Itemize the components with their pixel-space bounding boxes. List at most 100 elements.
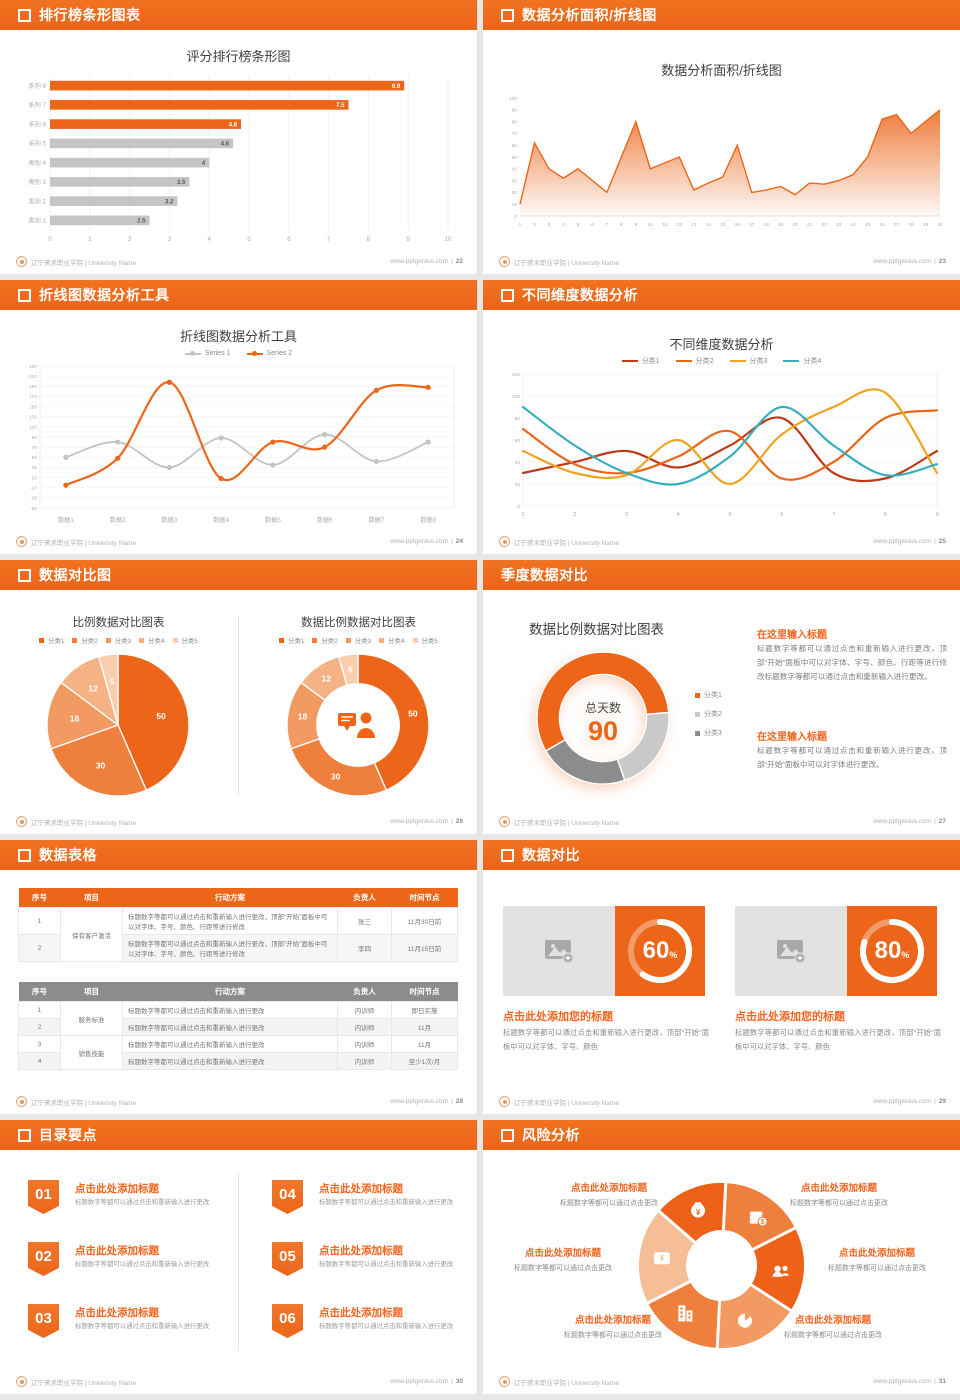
money-bag-icon: ¥ (691, 1202, 706, 1218)
school-logo-icon (499, 816, 510, 827)
school-logo-icon (499, 1376, 510, 1387)
chart-legend: 分类1 分类2 分类3 分类4 (483, 356, 960, 366)
legend-swatch-icon (72, 638, 78, 643)
svg-text:20: 20 (793, 222, 799, 228)
slide-footer: 辽宁美术职业学院 | University Name www.pptgenius… (499, 1376, 946, 1387)
school-name: 辽宁美术职业学院 | University Name (31, 259, 136, 267)
school-name: 辽宁美术职业学院 | University Name (514, 1099, 619, 1107)
progress-ring-60 (628, 919, 692, 983)
svg-text:7.5: 7.5 (336, 103, 345, 109)
text-block-title: 在这里输入标题 (757, 732, 827, 743)
svg-text:4: 4 (562, 222, 565, 228)
cat2-marker-icon (675, 360, 692, 362)
legend-swatch-icon (312, 638, 318, 643)
svg-text:数据7: 数据7 (368, 516, 384, 524)
toc-item[interactable]: 06 点击此处添加标题 标题数字等都可以通过点击和重新输入进行更改 (272, 1304, 477, 1348)
svg-text:18: 18 (70, 713, 80, 723)
chart-title: 折线图数据分析工具 (179, 329, 297, 344)
chart-title: 评分排行榜条形图 (186, 49, 291, 64)
slide-header-title: 不同维度数据分析 (522, 287, 638, 303)
image-placeholder[interactable] (503, 906, 615, 996)
slide-24: 折线图数据分析工具 折线图数据分析工具 Series 1 Series 2 -5… (0, 280, 477, 554)
svg-text:100: 100 (509, 96, 517, 102)
legend-swatch-icon (695, 711, 700, 717)
school-name: 辽宁美术职业学院 | University Name (514, 259, 619, 267)
svg-text:120: 120 (512, 372, 520, 378)
slide-22: 排行榜条形图表 评分排行榜条形图 0 1 2 3 4 5 6 7 8 9 10 系列 8 8.9 系列 7… (0, 0, 477, 274)
svg-text:30: 30 (512, 178, 518, 184)
svg-text:100: 100 (512, 394, 520, 400)
slide-footer: 辽宁美术职业学院 | University Name www.pptgenius… (16, 256, 463, 267)
slide-25: 不同维度数据分析 不同维度数据分析 分类1 分类2 分类3 分类4 0 20 40 6… (483, 280, 960, 554)
svg-text:2.5: 2.5 (137, 219, 146, 225)
svg-text:30: 30 (32, 465, 38, 471)
toc-item[interactable]: 03 点击此处添加标题 标题数字等都可以通过点击和重新输入进行更改 (28, 1304, 238, 1348)
svg-text:150: 150 (29, 404, 37, 410)
coins-icon: $ (749, 1211, 768, 1227)
svg-text:9: 9 (635, 222, 638, 228)
svg-text:17: 17 (749, 222, 755, 228)
progress-ring-80 (860, 919, 924, 983)
site-url: www.pptgenius.com (873, 818, 932, 825)
svg-text:7: 7 (832, 512, 835, 518)
risk-item[interactable]: 点击此处添加标题 标题数字等都可以通过点击更改 (828, 1248, 926, 1272)
legend-swatch-icon (695, 692, 700, 698)
image-placeholder[interactable] (735, 906, 847, 996)
card-title[interactable]: 点击此处添加您的标题 (735, 1011, 845, 1023)
slide-31: 风险分析 ¥ $ ¥ 点击此处添加标题 标题数字等都可以通过点击更改 点击此处添加标… (483, 1120, 960, 1394)
svg-text:4.8: 4.8 (229, 122, 238, 128)
slide-footer: 辽宁美术职业学院 | University Name www.pptgenius… (499, 256, 946, 267)
svg-text:3: 3 (168, 236, 172, 243)
donut-chart: 50 30 18 12 5 (286, 653, 430, 797)
person-icon (338, 712, 375, 738)
svg-text:1: 1 (88, 236, 92, 243)
card-title[interactable]: 点击此处添加您的标题 (503, 1011, 613, 1023)
legend-swatch-icon (695, 730, 700, 736)
risk-item[interactable]: 点击此处添加标题 标题数字等都可以通过点击更改 (564, 1315, 662, 1339)
slide-header: 排行榜条形图表 (0, 0, 477, 30)
donut-title: 数据比例数据对比图表 (301, 617, 416, 629)
table-row: 3 销售技能 标题数字等都可以通过点击和重新输入进行更改 内训师 11月 (18, 1035, 458, 1070)
square-bullet-icon (18, 1128, 31, 1142)
toc-item[interactable]: 01 点击此处添加标题 标题数字等都可以通过点击和重新输入进行更改 (28, 1180, 238, 1224)
pie-legend: 分类1 分类2 分类3 分类4 分类5 (0, 636, 237, 645)
school-name: 辽宁美术职业学院 | University Name (514, 1379, 619, 1387)
chart-title: 数据分析面积/折线图 (661, 63, 782, 78)
svg-text:130: 130 (29, 415, 37, 421)
site-url: www.pptgenius.com (390, 818, 449, 825)
risk-item[interactable]: 点击此处添加标题 标题数字等都可以通过点击更改 (790, 1183, 888, 1207)
svg-text:¥: ¥ (660, 1254, 665, 1263)
action-plan-table-1: 序号 项目 行动方案 负责人 时间节点 1 保有客户激活 标题数字等都可以通过点… (18, 888, 458, 962)
risk-item[interactable]: 点击此处添加标题 标题数字等都可以通过点击更改 (784, 1315, 882, 1339)
square-bullet-icon (18, 848, 31, 862)
svg-text:50: 50 (156, 711, 166, 721)
page-number: 27 (938, 818, 946, 825)
card-body: 标题数字等都可以通过点击和重新输入进行更改，顶部“开始”面板中可以对字体、字号、… (503, 1028, 709, 1051)
risk-item[interactable]: 点击此处添加标题 标题数字等都可以通过点击更改 (514, 1248, 612, 1272)
risk-item[interactable]: 点击此处添加标题 标题数字等都可以通过点击更改 (560, 1183, 658, 1207)
toc-item[interactable]: 05 点击此处添加标题 标题数字等都可以通过点击和重新输入进行更改 (272, 1242, 477, 1286)
svg-text:18: 18 (298, 712, 308, 722)
page-number: 28 (455, 1098, 463, 1105)
toc-item[interactable]: 04 点击此处添加标题 标题数字等都可以通过点击和重新输入进行更改 (272, 1180, 477, 1224)
school-logo-icon (16, 816, 27, 827)
svg-text:10: 10 (32, 475, 38, 481)
svg-text:系列 7: 系列 7 (28, 101, 46, 109)
svg-text:40: 40 (512, 167, 518, 173)
svg-text:12: 12 (88, 684, 98, 694)
square-bullet-icon (18, 8, 31, 22)
svg-text:40: 40 (515, 460, 521, 466)
svg-text:5: 5 (728, 512, 731, 518)
svg-text:3: 3 (625, 512, 628, 518)
add-image-icon (777, 940, 806, 964)
svg-text:1: 1 (519, 222, 522, 228)
action-plan-table-2: 序号 项目 行动方案 负责人 时间节点 1 服务标准 标题数字等都可以通过点击和… (18, 982, 458, 1070)
svg-text:5: 5 (577, 222, 580, 228)
svg-text:0: 0 (514, 214, 517, 220)
slide-header: 数据对比图 (0, 560, 477, 590)
svg-text:系列 8: 系列 8 (28, 82, 46, 90)
svg-text:$: $ (761, 1219, 765, 1226)
svg-text:类别 3: 类别 3 (28, 178, 46, 186)
site-url: www.pptgenius.com (873, 258, 932, 265)
toc-item[interactable]: 02 点击此处添加标题 标题数字等都可以通过点击和重新输入进行更改 (28, 1242, 238, 1286)
